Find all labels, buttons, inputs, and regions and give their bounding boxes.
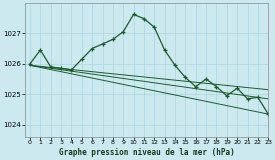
X-axis label: Graphe pression niveau de la mer (hPa): Graphe pression niveau de la mer (hPa) xyxy=(59,148,234,157)
